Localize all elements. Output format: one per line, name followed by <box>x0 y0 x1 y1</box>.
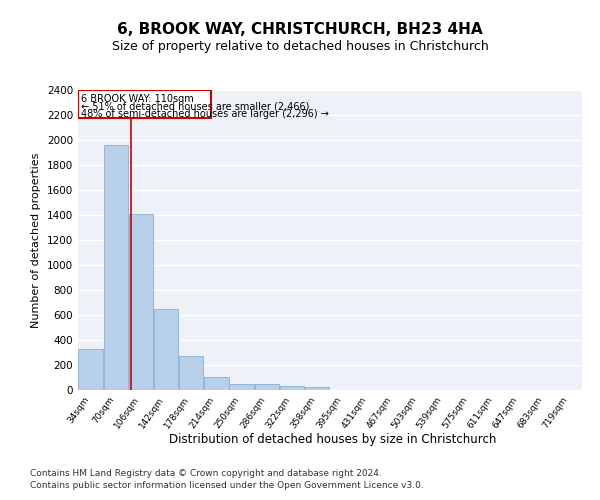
Text: Size of property relative to detached houses in Christchurch: Size of property relative to detached ho… <box>112 40 488 53</box>
Bar <box>78 90 211 118</box>
Text: 6, BROOK WAY, CHRISTCHURCH, BH23 4HA: 6, BROOK WAY, CHRISTCHURCH, BH23 4HA <box>117 22 483 38</box>
Text: ← 51% of detached houses are smaller (2,466): ← 51% of detached houses are smaller (2,… <box>82 101 310 112</box>
Text: Contains HM Land Registry data © Crown copyright and database right 2024.: Contains HM Land Registry data © Crown c… <box>30 469 382 478</box>
Bar <box>280 386 304 390</box>
Bar <box>204 377 229 390</box>
Bar <box>305 387 329 390</box>
Text: Distribution of detached houses by size in Christchurch: Distribution of detached houses by size … <box>169 432 497 446</box>
Bar <box>179 356 203 390</box>
Text: Contains public sector information licensed under the Open Government Licence v3: Contains public sector information licen… <box>30 481 424 490</box>
Bar <box>128 214 153 390</box>
Text: 48% of semi-detached houses are larger (2,296) →: 48% of semi-detached houses are larger (… <box>82 109 329 119</box>
Bar <box>79 350 103 390</box>
Bar <box>254 384 279 390</box>
Bar <box>104 145 128 390</box>
Bar <box>154 308 178 390</box>
Y-axis label: Number of detached properties: Number of detached properties <box>31 152 41 328</box>
Bar <box>229 384 254 390</box>
Text: 6 BROOK WAY: 110sqm: 6 BROOK WAY: 110sqm <box>82 94 194 104</box>
